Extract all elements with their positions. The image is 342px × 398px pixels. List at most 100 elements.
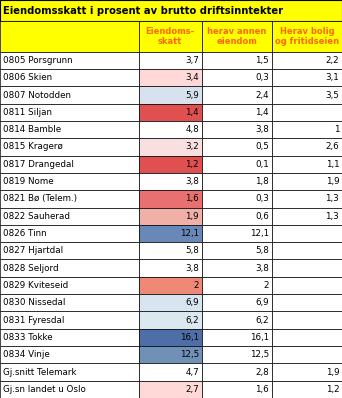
Text: 0822 Sauherad: 0822 Sauherad	[3, 212, 70, 221]
Text: 5,9: 5,9	[185, 90, 199, 100]
Bar	[272, 173, 342, 190]
Bar	[202, 86, 272, 103]
Bar	[202, 156, 272, 173]
Bar	[0, 225, 139, 242]
Bar	[0, 86, 139, 103]
Text: Eiendoms-
skatt: Eiendoms- skatt	[145, 27, 195, 46]
Bar	[272, 380, 342, 398]
Bar	[139, 311, 202, 329]
Text: 2,2: 2,2	[326, 56, 339, 65]
Bar	[202, 311, 272, 329]
Bar	[202, 104, 272, 121]
Bar	[139, 277, 202, 294]
Bar	[202, 139, 272, 156]
Bar	[0, 277, 139, 294]
Bar	[139, 52, 202, 69]
Text: 1: 1	[334, 125, 339, 134]
Bar	[202, 259, 272, 277]
Text: 2,6: 2,6	[326, 142, 339, 152]
Bar	[0, 139, 139, 156]
Text: 0815 Kragerø: 0815 Kragerø	[3, 142, 63, 152]
Text: 0814 Bamble: 0814 Bamble	[3, 125, 61, 134]
Bar	[272, 329, 342, 346]
Bar	[0, 259, 139, 277]
Text: 4,7: 4,7	[185, 367, 199, 377]
Bar	[139, 139, 202, 156]
Bar	[202, 363, 272, 380]
Text: 2,7: 2,7	[185, 385, 199, 394]
Bar	[202, 69, 272, 86]
Bar	[202, 294, 272, 311]
Bar	[0, 311, 139, 329]
Text: 0811 Siljan: 0811 Siljan	[3, 108, 52, 117]
Bar	[202, 190, 272, 208]
Bar	[272, 311, 342, 329]
Bar	[272, 363, 342, 380]
Text: 1,8: 1,8	[255, 177, 269, 186]
Bar	[0, 329, 139, 346]
Bar	[139, 86, 202, 103]
Bar	[202, 21, 272, 52]
Text: 1,5: 1,5	[255, 56, 269, 65]
Bar	[202, 329, 272, 346]
Text: 1,3: 1,3	[326, 212, 339, 221]
Bar	[272, 86, 342, 103]
Text: 16,1: 16,1	[250, 333, 269, 342]
Bar	[272, 121, 342, 138]
Text: 0830 Nissedal: 0830 Nissedal	[3, 298, 65, 307]
Text: Gj.sn landet u Oslo: Gj.sn landet u Oslo	[3, 385, 86, 394]
Bar	[0, 363, 139, 380]
Text: 1,6: 1,6	[255, 385, 269, 394]
Text: Herav bolig
og fritidseien: Herav bolig og fritidseien	[275, 27, 339, 46]
Text: 1,9: 1,9	[326, 177, 339, 186]
Text: 2: 2	[264, 281, 269, 290]
Text: 6,2: 6,2	[185, 316, 199, 325]
Text: 0834 Vinje: 0834 Vinje	[3, 350, 50, 359]
Bar	[272, 225, 342, 242]
Bar	[0, 346, 139, 363]
Bar	[272, 346, 342, 363]
Bar	[0, 294, 139, 311]
Text: 3,8: 3,8	[185, 263, 199, 273]
Text: 0831 Fyresdal: 0831 Fyresdal	[3, 316, 64, 325]
Bar	[272, 190, 342, 208]
Bar	[0, 0, 342, 21]
Text: 5,8: 5,8	[185, 246, 199, 256]
Bar	[272, 21, 342, 52]
Text: 0805 Porsgrunn: 0805 Porsgrunn	[3, 56, 73, 65]
Bar	[139, 104, 202, 121]
Bar	[0, 104, 139, 121]
Bar	[272, 52, 342, 69]
Text: 0,1: 0,1	[255, 160, 269, 169]
Text: 12,5: 12,5	[250, 350, 269, 359]
Bar	[139, 21, 202, 52]
Bar	[272, 156, 342, 173]
Bar	[139, 69, 202, 86]
Text: 1,9: 1,9	[185, 212, 199, 221]
Text: Gj.snitt Telemark: Gj.snitt Telemark	[3, 367, 76, 377]
Text: 0817 Drangedal: 0817 Drangedal	[3, 160, 74, 169]
Bar	[139, 329, 202, 346]
Text: 1,4: 1,4	[185, 108, 199, 117]
Bar	[139, 121, 202, 138]
Bar	[272, 139, 342, 156]
Text: herav annen
eiendom: herav annen eiendom	[207, 27, 266, 46]
Bar	[0, 69, 139, 86]
Text: 1,1: 1,1	[326, 160, 339, 169]
Text: 1,4: 1,4	[255, 108, 269, 117]
Bar	[202, 277, 272, 294]
Text: 6,9: 6,9	[185, 298, 199, 307]
Bar	[202, 173, 272, 190]
Bar	[202, 121, 272, 138]
Text: 1,6: 1,6	[185, 194, 199, 203]
Bar	[202, 52, 272, 69]
Bar	[139, 173, 202, 190]
Text: 0,6: 0,6	[255, 212, 269, 221]
Text: 1,2: 1,2	[185, 160, 199, 169]
Bar	[0, 52, 139, 69]
Text: 0821 Bø (Telem.): 0821 Bø (Telem.)	[3, 194, 77, 203]
Text: 0826 Tinn: 0826 Tinn	[3, 229, 47, 238]
Bar	[139, 259, 202, 277]
Bar	[202, 380, 272, 398]
Bar	[139, 156, 202, 173]
